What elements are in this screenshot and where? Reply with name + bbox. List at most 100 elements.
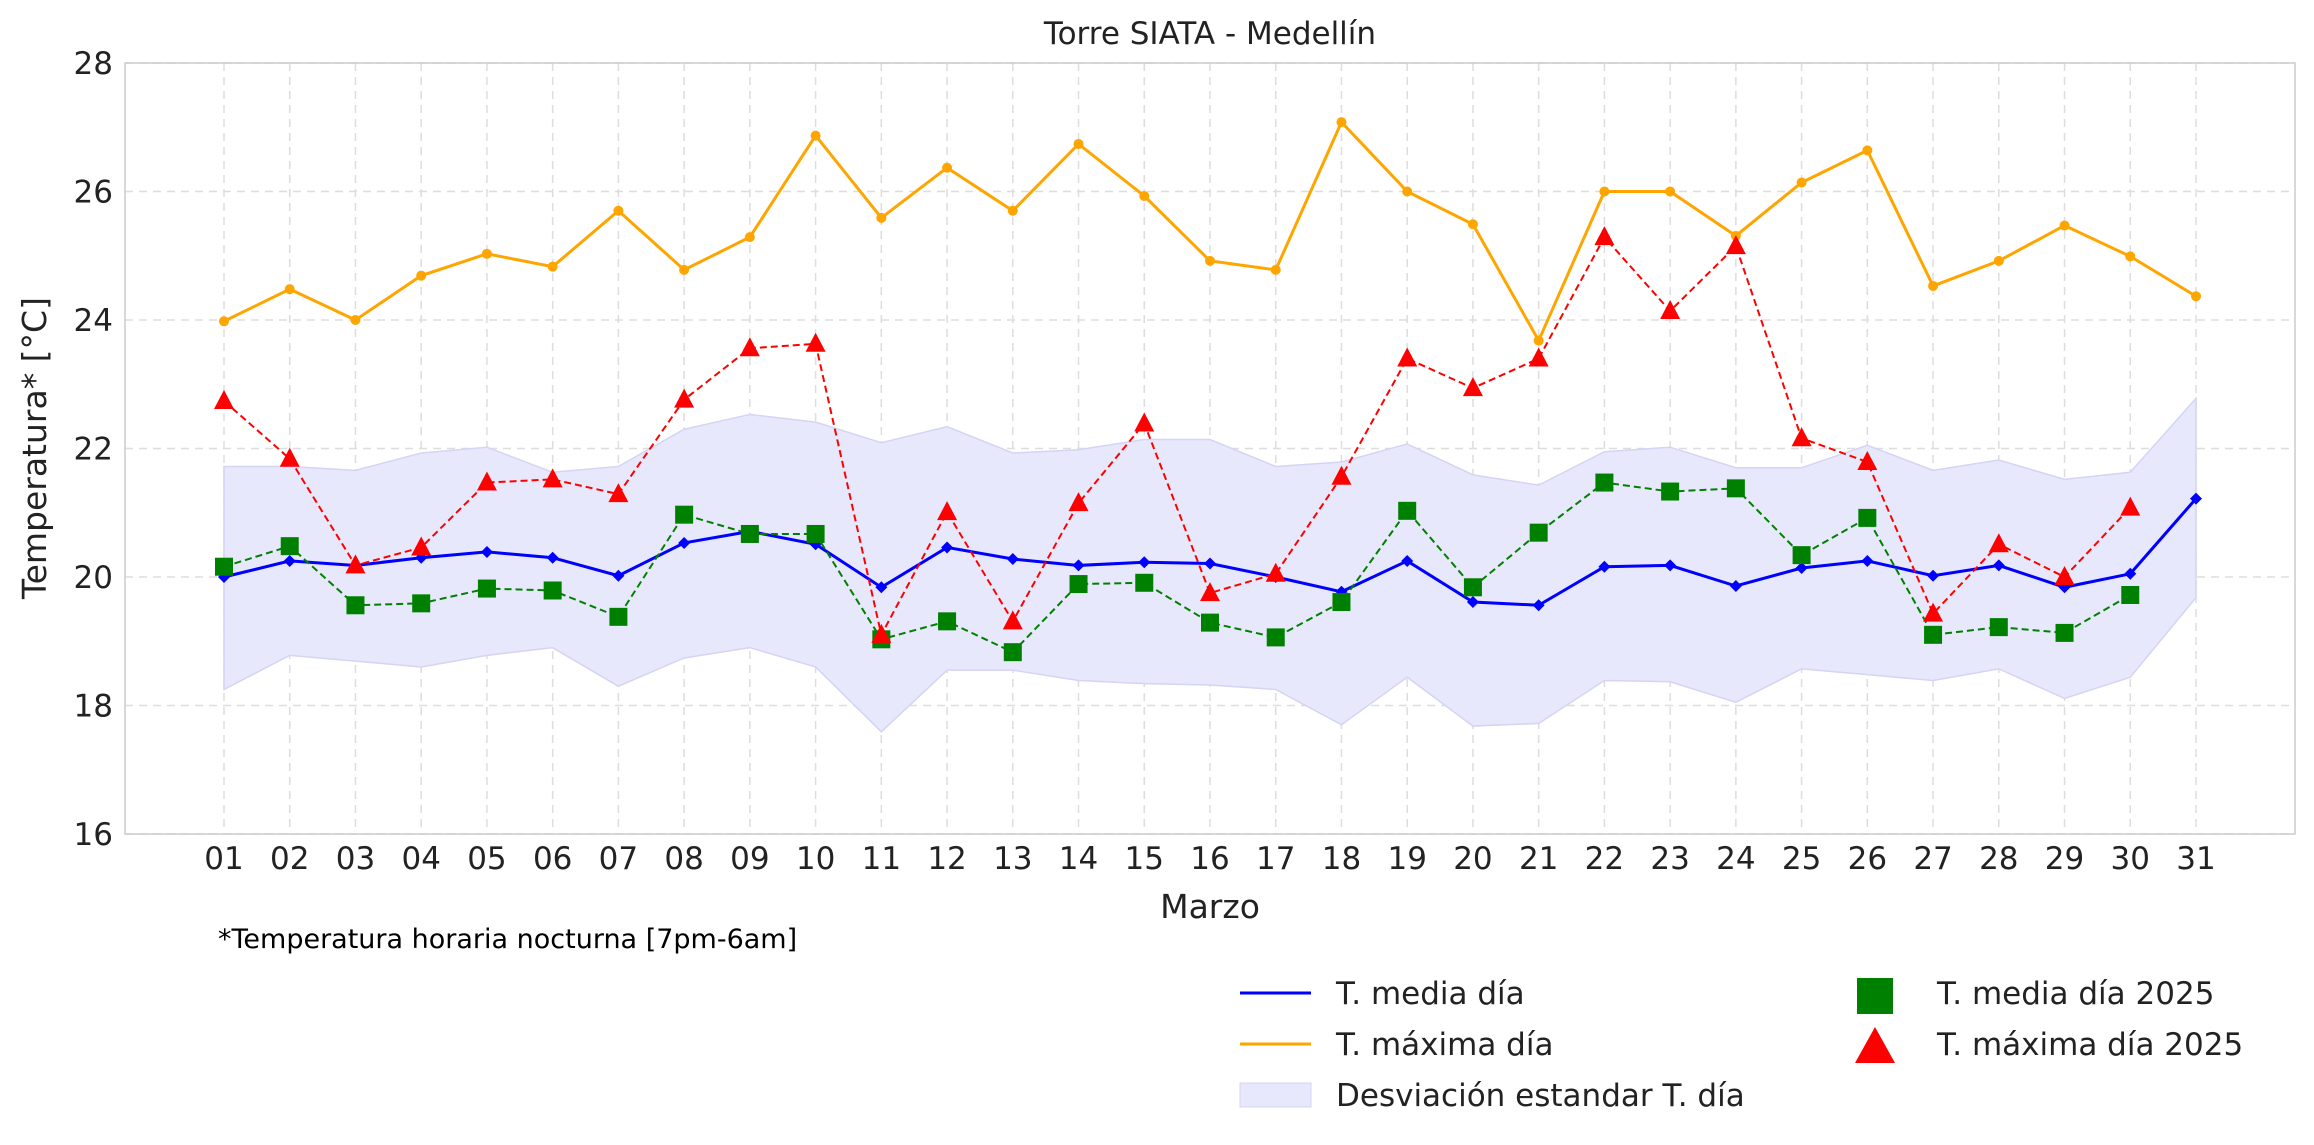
data-point-triangle bbox=[279, 447, 300, 467]
data-point-square bbox=[1069, 575, 1088, 594]
data-point-diamond bbox=[1861, 554, 1874, 567]
data-point-diamond bbox=[1072, 559, 1085, 572]
legend-label-media-2025: T. media día 2025 bbox=[1936, 976, 2214, 1012]
data-point-square bbox=[1332, 593, 1351, 612]
data-point-circle bbox=[1862, 145, 1873, 156]
x-tick-label: 04 bbox=[401, 841, 440, 877]
data-point-diamond bbox=[1795, 562, 1808, 575]
data-point-diamond bbox=[1729, 579, 1742, 592]
data-point-circle bbox=[219, 316, 229, 327]
x-axis-label: Marzo bbox=[1160, 887, 1260, 926]
data-point-triangle bbox=[1660, 300, 1681, 320]
data-point-circle bbox=[1928, 280, 1939, 291]
data-point-circle bbox=[942, 162, 953, 173]
x-tick-label: 11 bbox=[862, 841, 901, 877]
legend-marker-media-2025 bbox=[1857, 978, 1893, 1014]
data-point-circle bbox=[679, 264, 690, 275]
y-axis-label: Temperatura* [°C] bbox=[15, 297, 54, 600]
legend-swatch-band bbox=[1239, 1082, 1312, 1108]
data-point-diamond bbox=[1138, 556, 1151, 569]
data-point-diamond bbox=[1664, 559, 1677, 572]
data-point-triangle bbox=[214, 389, 234, 409]
data-point-diamond bbox=[546, 551, 559, 564]
data-point-diamond bbox=[875, 581, 888, 594]
data-point-triangle bbox=[411, 536, 432, 556]
data-point-circle bbox=[284, 284, 295, 295]
data-point-diamond bbox=[1532, 599, 1545, 612]
data-point-diamond bbox=[612, 569, 625, 582]
data-point-triangle bbox=[1594, 226, 1615, 246]
data-point-circle bbox=[481, 248, 492, 259]
legend-label-maxima: T. máxima día bbox=[1335, 1027, 1553, 1063]
data-point-square bbox=[1529, 523, 1548, 542]
plot-frame bbox=[124, 62, 2296, 835]
data-point-circle bbox=[1599, 186, 1610, 197]
legend: T. media día T. máxima día Desviación es… bbox=[1239, 976, 2243, 1114]
data-point-triangle bbox=[476, 471, 497, 491]
data-point-square bbox=[1595, 473, 1614, 492]
x-tick-label: 30 bbox=[2111, 841, 2150, 877]
data-point-circle bbox=[2125, 251, 2136, 262]
data-point-diamond bbox=[480, 545, 493, 558]
data-point-circle bbox=[1402, 186, 1413, 197]
data-point-square bbox=[1858, 508, 1877, 527]
data-point-square bbox=[1266, 628, 1285, 647]
data-point-square bbox=[1003, 643, 1022, 662]
y-tick-label: 28 bbox=[74, 46, 113, 82]
data-point-triangle bbox=[1857, 450, 1878, 470]
series-t-media-d-a-2025 bbox=[215, 473, 2140, 662]
data-point-square bbox=[477, 579, 496, 598]
data-point-triangle bbox=[1200, 582, 1220, 602]
x-tick-label: 14 bbox=[1059, 841, 1098, 877]
data-point-triangle bbox=[1988, 533, 2009, 553]
data-point-square bbox=[1792, 546, 1811, 565]
x-tick-label: 01 bbox=[204, 841, 243, 877]
legend-label-maxima-2025: T. máxima día 2025 bbox=[1936, 1027, 2243, 1063]
data-point-triangle bbox=[2054, 566, 2075, 585]
data-point-circle bbox=[1533, 335, 1544, 346]
y-tick-label: 26 bbox=[74, 175, 113, 211]
data-point-square bbox=[1661, 482, 1680, 501]
data-point-circle bbox=[1665, 186, 1676, 197]
x-tick-label: 28 bbox=[1979, 841, 2018, 877]
data-point-circle bbox=[1993, 255, 2004, 266]
data-point-circle bbox=[876, 212, 887, 223]
series-t-media-d-a bbox=[218, 492, 2202, 612]
data-point-diamond bbox=[1006, 553, 1019, 566]
x-tick-label: 26 bbox=[1848, 841, 1887, 877]
y-ticks: 16 18 20 22 24 26 28 bbox=[74, 46, 113, 853]
data-point-triangle bbox=[1725, 235, 1746, 255]
data-point-circle bbox=[350, 315, 361, 325]
y-tick-label: 18 bbox=[74, 689, 113, 725]
legend-marker-maxima-2025 bbox=[1855, 1027, 1895, 1063]
data-point-square bbox=[806, 524, 825, 543]
data-point-diamond bbox=[1204, 557, 1216, 570]
data-point-square bbox=[1463, 578, 1482, 597]
data-point-square bbox=[1135, 573, 1154, 592]
x-tick-label: 10 bbox=[796, 841, 835, 877]
data-point-triangle bbox=[542, 468, 563, 488]
x-tick-label: 29 bbox=[2045, 841, 2084, 877]
data-point-triangle bbox=[1134, 412, 1155, 432]
x-tick-label: 09 bbox=[730, 841, 769, 877]
x-tick-label: 05 bbox=[467, 841, 506, 877]
data-point-diamond bbox=[1598, 560, 1611, 573]
data-point-triangle bbox=[1923, 602, 1944, 622]
x-tick-label: 12 bbox=[927, 841, 966, 877]
x-tick-label: 21 bbox=[1519, 841, 1558, 877]
x-tick-label: 27 bbox=[1913, 841, 1952, 877]
data-point-square bbox=[2121, 585, 2140, 604]
data-point-triangle bbox=[1528, 347, 1549, 367]
data-point-square bbox=[1989, 618, 2008, 637]
x-tick-label: 22 bbox=[1585, 841, 1624, 877]
data-point-circle bbox=[2059, 220, 2070, 231]
data-point-square bbox=[675, 505, 694, 524]
x-tick-label: 16 bbox=[1190, 841, 1229, 877]
x-tick-label: 31 bbox=[2176, 841, 2215, 877]
data-point-square bbox=[1924, 625, 1943, 644]
chart-title: Torre SIATA - Medellín bbox=[1043, 16, 1376, 52]
x-ticks: 01 02 03 04 05 06 07 08 09 10 11 12 13 14 15 16 17 18 19 20… bbox=[204, 841, 2215, 877]
data-point-circle bbox=[1073, 138, 1084, 149]
x-tick-label: 18 bbox=[1322, 841, 1361, 877]
